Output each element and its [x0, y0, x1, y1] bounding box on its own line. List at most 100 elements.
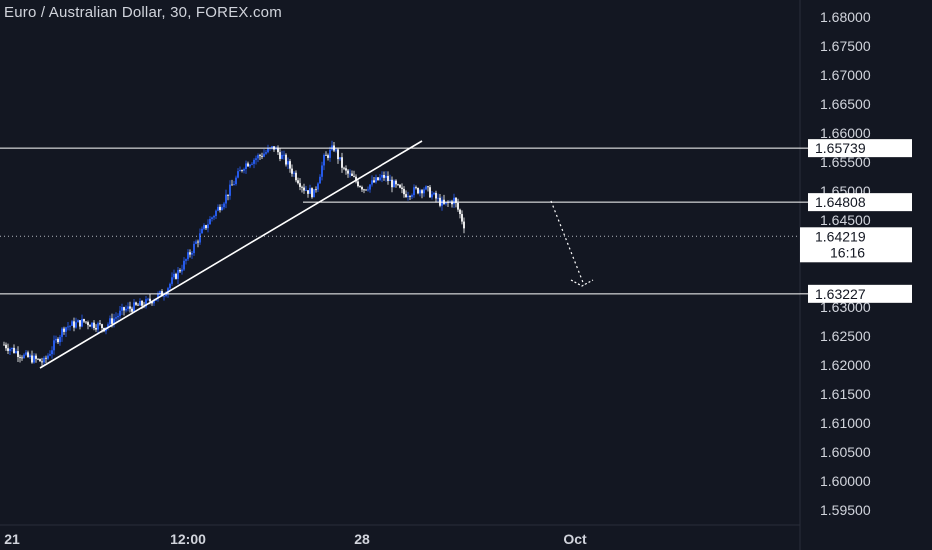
- candle-body: [43, 357, 45, 363]
- candle-body: [307, 190, 309, 194]
- candle-body: [17, 351, 19, 357]
- candle-body: [19, 356, 21, 358]
- candle-body: [113, 318, 115, 324]
- candle-body: [405, 194, 407, 198]
- candle-body: [85, 321, 87, 323]
- candle-body: [331, 145, 333, 150]
- level-badge-label: 1.65739: [815, 140, 866, 156]
- candle-body: [343, 167, 345, 169]
- candle-body: [279, 152, 281, 159]
- y-tick-label: 1.61500: [820, 386, 871, 402]
- candle-body: [271, 146, 273, 148]
- candle-body: [223, 203, 225, 208]
- candle-body: [245, 163, 247, 170]
- candle-body: [355, 176, 357, 182]
- candle-body: [349, 173, 351, 175]
- candle-body: [147, 298, 149, 300]
- candle-body: [21, 357, 23, 359]
- candle-body: [173, 273, 175, 278]
- candle-body: [141, 300, 143, 306]
- y-tick-label: 1.61000: [820, 415, 871, 431]
- candle-body: [365, 189, 367, 191]
- candle-body: [277, 147, 279, 153]
- candle-body: [251, 163, 253, 165]
- candle-body: [15, 351, 17, 353]
- candle-body: [49, 354, 51, 356]
- trendline[interactable]: [39, 140, 423, 369]
- y-tick-label: 1.65500: [820, 154, 871, 170]
- y-tick-label: 1.67500: [820, 38, 871, 54]
- candle-body: [309, 188, 311, 194]
- candle-body: [393, 180, 395, 188]
- candle-body: [157, 293, 159, 299]
- candle-body: [437, 197, 439, 199]
- candle-body: [171, 277, 173, 284]
- candle-body: [183, 260, 185, 270]
- x-tick-label: 12:00: [170, 531, 206, 547]
- candle-body: [289, 161, 291, 169]
- candle-body: [399, 184, 401, 188]
- candle-body: [373, 180, 375, 183]
- candle-body: [121, 307, 123, 311]
- candle-body: [303, 187, 305, 191]
- candle-body: [51, 350, 53, 355]
- candle-body: [111, 318, 113, 324]
- candle-body: [133, 302, 135, 312]
- candle-body: [127, 306, 129, 309]
- candle-body: [93, 322, 95, 329]
- candle-body: [137, 304, 139, 306]
- candle-body: [135, 302, 137, 305]
- candle-body: [385, 175, 387, 178]
- candle-body: [9, 349, 11, 351]
- candle-body: [281, 154, 283, 159]
- candle-body: [181, 269, 183, 272]
- projection-arrow-line[interactable]: [550, 200, 585, 286]
- candle-body: [285, 154, 287, 165]
- candle-body: [347, 170, 349, 174]
- candle-body: [403, 188, 405, 195]
- candle-body: [413, 187, 415, 196]
- candle-body: [235, 177, 237, 185]
- candle-body: [255, 158, 257, 160]
- candle-body: [33, 355, 35, 363]
- candle-body: [339, 157, 341, 160]
- candle-body: [69, 325, 71, 327]
- y-tick-label: 1.66000: [820, 125, 871, 141]
- candle-body: [319, 176, 321, 184]
- y-tick-label: 1.62500: [820, 328, 871, 344]
- candle-body: [109, 318, 111, 325]
- y-tick-label: 1.63000: [820, 299, 871, 315]
- candle-body: [411, 195, 413, 197]
- candle-body: [77, 320, 79, 323]
- y-tick-label: 1.66500: [820, 96, 871, 112]
- y-tick-label: 1.62000: [820, 357, 871, 373]
- candle-body: [457, 202, 459, 210]
- candle-body: [45, 357, 47, 359]
- candle-body: [299, 183, 301, 187]
- candle-body: [175, 273, 177, 279]
- candle-body: [445, 201, 447, 204]
- candle-body: [229, 184, 231, 196]
- candle-body: [409, 196, 411, 197]
- candle-body: [169, 283, 171, 289]
- candle-body: [323, 154, 325, 166]
- candle-body: [63, 328, 65, 332]
- candle-body: [463, 221, 465, 229]
- candle-body: [293, 172, 295, 174]
- candle-body: [295, 172, 297, 181]
- candle-body: [227, 194, 229, 196]
- candle-body: [305, 190, 307, 192]
- candle-body: [53, 340, 55, 351]
- candle-body: [357, 181, 359, 187]
- candle-body: [225, 194, 227, 204]
- level-badge-label: 1.63227: [815, 286, 866, 302]
- candle-body: [313, 189, 315, 198]
- candle-body: [153, 300, 155, 304]
- candle-body: [263, 153, 265, 157]
- candle-body: [335, 149, 337, 151]
- candle-body: [389, 179, 391, 181]
- candle-body: [247, 163, 249, 167]
- candle-body: [211, 217, 213, 219]
